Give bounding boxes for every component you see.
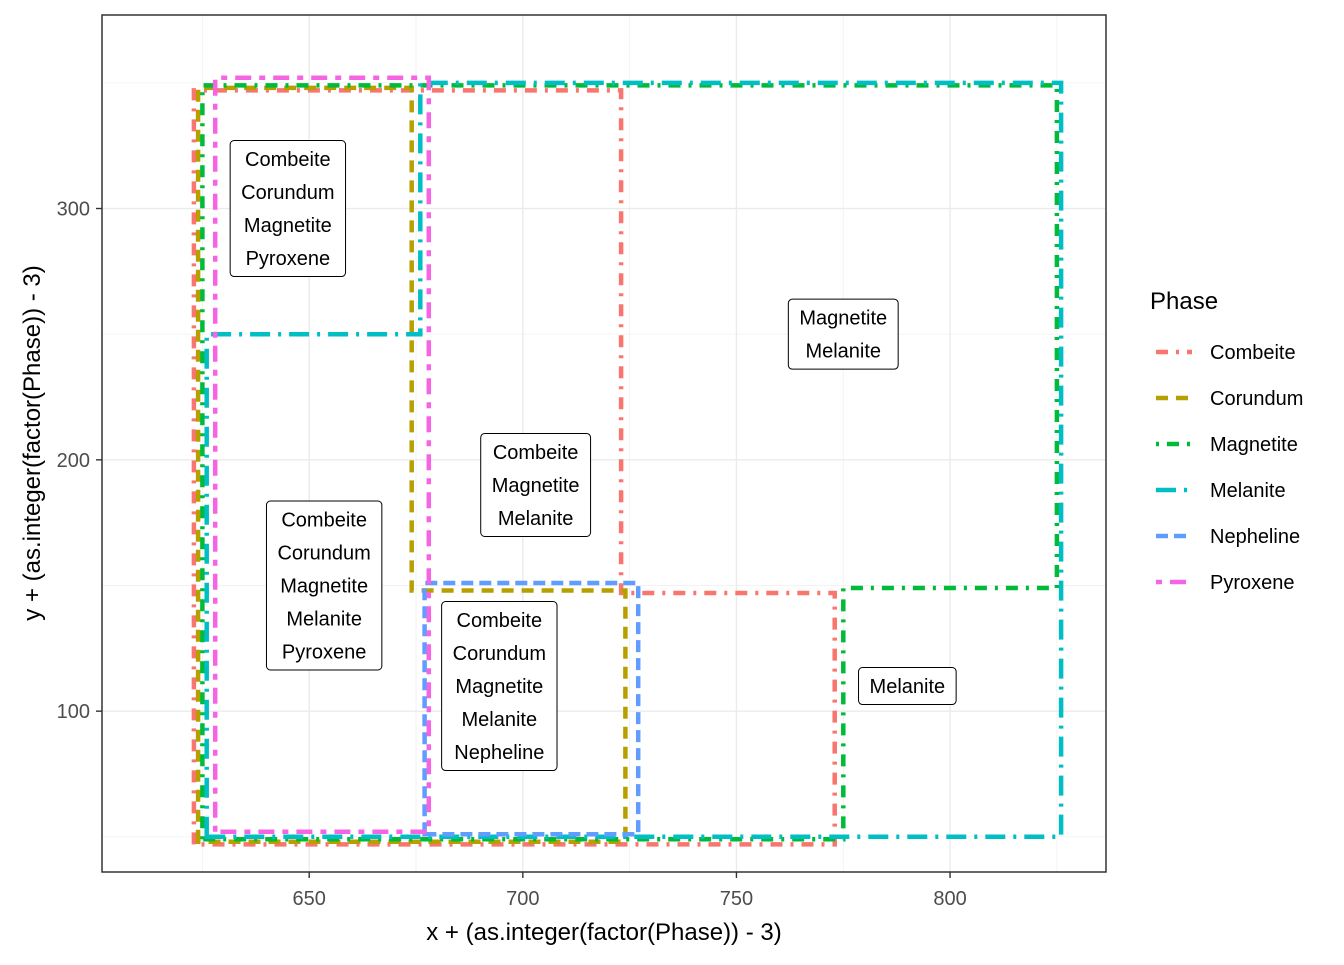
region-label-text: Melanite	[462, 709, 538, 731]
region-label-box: Combeite Corundum Magnetite Melanite Nepheli…	[441, 601, 558, 772]
phase-region-nepheline	[422, 580, 641, 837]
plot-border	[101, 14, 1107, 873]
region-label-text: Nepheline	[454, 742, 544, 764]
region-label-text: Combeite	[281, 509, 367, 531]
phase-region-corundum	[195, 85, 628, 845]
y-axis-title: y + (as.integer(factor(Phase)) - 3)	[19, 265, 46, 620]
legend-label-magnetite: Magnetite	[1210, 434, 1298, 456]
region-label-text: Combeite	[457, 610, 543, 632]
legend-label-nepheline: Nepheline	[1210, 526, 1300, 548]
region-label-background	[787, 298, 899, 370]
region-label-text: Magnetite	[492, 475, 580, 497]
region-label-background	[229, 140, 347, 278]
region-label-text: Melanite	[805, 341, 881, 363]
x-axis-title: x + (as.integer(factor(Phase)) - 3)	[426, 919, 781, 946]
region-label-text: Magnetite	[799, 308, 887, 330]
region-label-text: Corundum	[453, 643, 546, 665]
region-label-box: Combeite Corundum Magnetite Melanite Pyroxen…	[265, 500, 383, 671]
y-tick-label: 200	[57, 450, 90, 472]
region-label-background	[858, 667, 957, 706]
region-label-text: Corundum	[241, 182, 334, 204]
y-axis-ticks: 100 200 300	[57, 199, 102, 723]
region-label-text: Melanite	[498, 508, 574, 530]
region-label-box: Combeite Corundum Magnetite Pyroxene	[229, 140, 347, 278]
x-tick-label: 700	[506, 888, 539, 910]
y-tick-label: 100	[57, 701, 90, 723]
region-label-text: Corundum	[277, 542, 370, 564]
legend-label-pyroxene: Pyroxene	[1210, 572, 1295, 594]
region-label-text: Melanite	[286, 608, 362, 630]
phase-region-combeite	[191, 88, 837, 847]
region-label-background	[441, 601, 558, 772]
region-label-text: Melanite	[870, 676, 946, 698]
legend-label-corundum: Corundum	[1210, 388, 1303, 410]
x-tick-label: 750	[720, 888, 753, 910]
x-axis-ticks: 650 700 750 800	[293, 872, 967, 910]
region-label-background	[480, 432, 592, 537]
region-label-text: Pyroxene	[282, 641, 367, 663]
region-label-text: Magnetite	[280, 575, 368, 597]
region-labels: CombeiteCorundumMagnetitePyroxeneCombeit…	[229, 140, 957, 772]
region-label-box: Combeite Magnetite Melanite	[480, 432, 592, 537]
legend-label-melanite: Melanite	[1210, 480, 1286, 502]
legend: Phase Combeite Corundum Magnetite Melanite N…	[1150, 288, 1303, 594]
x-tick-label: 800	[933, 888, 966, 910]
region-label-text: Combeite	[245, 149, 331, 171]
region-label-box: Magnetite Melanite	[787, 298, 899, 370]
region-label-text: Magnetite	[244, 215, 332, 237]
region-label-text: Combeite	[493, 442, 579, 464]
phase-region-pyroxene	[212, 75, 432, 835]
region-label-text: Magnetite	[455, 676, 543, 698]
y-tick-label: 300	[57, 199, 90, 221]
legend-title: Phase	[1150, 288, 1218, 315]
region-label-text: Pyroxene	[246, 248, 331, 270]
phase-regions	[191, 75, 1064, 847]
legend-label-combeite: Combeite	[1210, 342, 1296, 364]
x-tick-label: 650	[293, 888, 326, 910]
region-label-box: Melanite	[858, 667, 957, 706]
region-label-background	[265, 500, 383, 671]
phase-region-magnetite	[200, 83, 1060, 842]
